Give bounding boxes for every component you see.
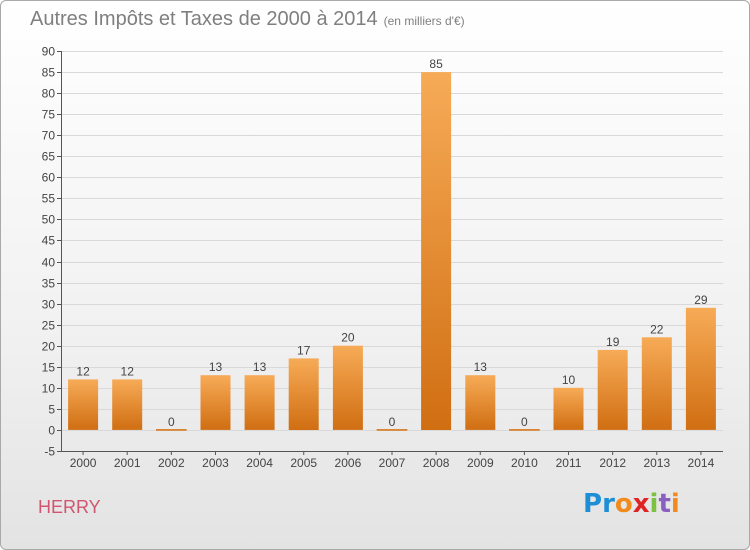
y-tick-label: 20 bbox=[42, 340, 56, 354]
y-tick-label: 90 bbox=[42, 45, 56, 59]
x-tick-label-2004: 2004 bbox=[246, 456, 273, 470]
bar-2002 bbox=[156, 429, 187, 431]
chart-title-unit: (en milliers d'€) bbox=[383, 14, 465, 28]
y-tick-label: 60 bbox=[42, 171, 56, 185]
bar-2001 bbox=[112, 379, 143, 430]
y-tick-label: 75 bbox=[42, 108, 56, 122]
axes bbox=[57, 51, 723, 455]
x-tick-label-2005: 2005 bbox=[290, 456, 317, 470]
y-tick-label: 10 bbox=[42, 382, 56, 396]
bar-2009 bbox=[465, 375, 496, 430]
x-tick-label-2002: 2002 bbox=[158, 456, 185, 470]
bar-2010 bbox=[509, 429, 540, 431]
data-label-2010: 0 bbox=[521, 415, 528, 429]
data-label-2005: 17 bbox=[297, 343, 311, 357]
data-label-2002: 0 bbox=[168, 415, 175, 429]
y-tick-label: 15 bbox=[42, 361, 56, 375]
y-tick-label: 50 bbox=[42, 213, 56, 227]
y-tick-label: -5 bbox=[44, 445, 55, 459]
bar-2004 bbox=[244, 375, 275, 430]
bar-2011 bbox=[553, 387, 584, 430]
y-tick-label: 45 bbox=[42, 234, 56, 248]
bar-2007 bbox=[376, 429, 408, 431]
data-label-2009: 13 bbox=[474, 360, 488, 374]
data-label-2004: 13 bbox=[253, 360, 267, 374]
grid-lines bbox=[61, 51, 723, 452]
bar-2006 bbox=[332, 345, 363, 430]
y-tick-label: 65 bbox=[42, 150, 56, 164]
y-tick-label: 0 bbox=[48, 424, 55, 438]
bar-2012 bbox=[597, 349, 628, 430]
y-tick-label: 55 bbox=[42, 192, 56, 206]
x-tick-label-2007: 2007 bbox=[379, 456, 406, 470]
x-tick-label-2011: 2011 bbox=[556, 456, 582, 470]
data-label-2000: 12 bbox=[76, 364, 90, 378]
y-tick-label: 85 bbox=[42, 66, 56, 80]
bars bbox=[68, 72, 716, 431]
data-label-2008: 85 bbox=[429, 57, 443, 71]
data-label-2006: 20 bbox=[341, 331, 355, 345]
x-tick-label-2008: 2008 bbox=[423, 456, 450, 470]
data-label-2001: 12 bbox=[121, 364, 135, 378]
data-label-2007: 0 bbox=[389, 415, 396, 429]
data-label-2012: 19 bbox=[606, 335, 620, 349]
x-tick-label-2003: 2003 bbox=[202, 456, 229, 470]
bar-2005 bbox=[288, 358, 319, 430]
x-tick-label-2012: 2012 bbox=[599, 456, 626, 470]
proxiti-logo: Proxiti bbox=[583, 489, 680, 519]
y-tick-label: 25 bbox=[42, 319, 56, 333]
bar-2014 bbox=[685, 307, 716, 430]
x-tick-label-2000: 2000 bbox=[70, 456, 97, 470]
x-tick-label-2001: 2001 bbox=[114, 456, 141, 470]
y-tick-label: 30 bbox=[42, 298, 56, 312]
bar-2000 bbox=[68, 379, 99, 430]
x-tick-label-2006: 2006 bbox=[335, 456, 362, 470]
x-tick-label-2009: 2009 bbox=[467, 456, 494, 470]
y-tick-label: 5 bbox=[48, 403, 55, 417]
x-tick-label-2010: 2010 bbox=[511, 456, 538, 470]
bar-2003 bbox=[200, 375, 231, 430]
data-label-2014: 29 bbox=[694, 293, 708, 307]
x-tick-label-2014: 2014 bbox=[688, 456, 715, 470]
data-label-2011: 10 bbox=[562, 373, 576, 387]
y-tick-label: 80 bbox=[42, 87, 56, 101]
y-tick-label: 70 bbox=[42, 129, 56, 143]
y-tick-label: 40 bbox=[42, 256, 56, 270]
y-tick-label: 35 bbox=[42, 277, 56, 291]
chart-title: Autres Impôts et Taxes de 2000 à 2014 (en… bbox=[30, 8, 465, 31]
chart-title-text: Autres Impôts et Taxes de 2000 à 2014 bbox=[30, 8, 378, 30]
data-label-2013: 22 bbox=[650, 322, 664, 336]
labels: -5 0 5 10 15 20 25 30 35 40 45 50 55 60 65 70 75 80 85 90 12… bbox=[42, 45, 715, 471]
bar-2013 bbox=[641, 337, 672, 430]
data-label-2003: 13 bbox=[209, 360, 223, 374]
bar-2008 bbox=[421, 72, 452, 430]
commune-name: HERRY bbox=[38, 497, 101, 517]
x-tick-label-2013: 2013 bbox=[643, 456, 670, 470]
